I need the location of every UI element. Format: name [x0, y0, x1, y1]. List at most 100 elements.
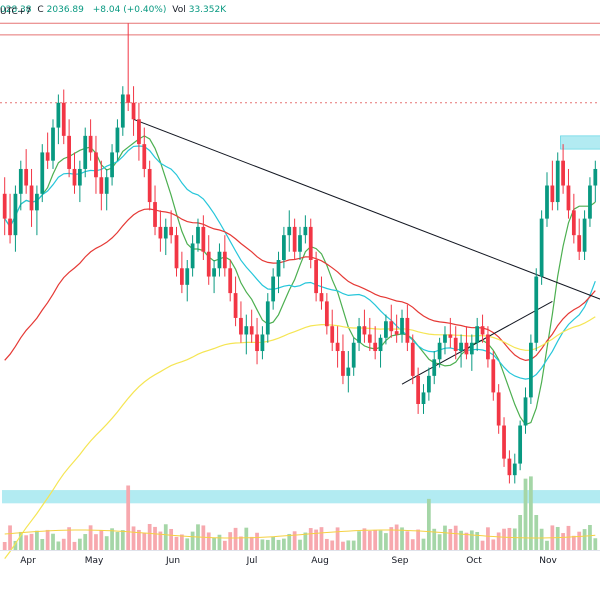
volume-bar	[298, 539, 302, 550]
volume-bar	[507, 527, 512, 550]
volume-bar	[453, 525, 458, 550]
candle	[384, 314, 388, 345]
candle	[341, 334, 345, 385]
candle	[577, 218, 582, 260]
candle-body	[426, 375, 431, 393]
volume-bar	[459, 530, 463, 550]
volume-bar	[582, 529, 587, 550]
candle	[367, 317, 372, 352]
legend-change-value: +8.04 (+0.40%)	[92, 5, 167, 15]
volume-bar	[480, 540, 485, 550]
volume-bar	[588, 524, 592, 550]
volume-bar	[324, 538, 329, 550]
volume-bar	[303, 532, 308, 550]
candle-body	[496, 392, 501, 426]
candle-body	[94, 152, 98, 178]
candle-body	[185, 268, 190, 285]
zone-rect-0	[2, 490, 600, 504]
candle	[453, 326, 458, 360]
time-axis[interactable]: Apr May Jun Jul Aug Sep Oct Nov	[0, 550, 600, 601]
ma-200-line	[4, 316, 596, 559]
volume-bar	[45, 529, 50, 550]
volume-bar	[341, 541, 345, 550]
volume-bar	[464, 532, 469, 550]
candle	[502, 417, 506, 467]
candle-body	[432, 359, 437, 376]
candle	[529, 334, 533, 404]
candle-body	[126, 94, 131, 103]
volume-bar	[437, 534, 442, 550]
candle-body	[163, 226, 168, 239]
candle-body	[137, 119, 141, 145]
candle	[18, 160, 23, 211]
volume-bar	[115, 531, 120, 550]
candle	[104, 168, 109, 211]
candle-body	[35, 193, 39, 211]
volume-bar	[512, 528, 517, 550]
volume-bar	[400, 527, 404, 550]
candle-body	[228, 268, 233, 294]
candle-body	[83, 135, 88, 169]
volume-bar	[185, 538, 190, 550]
candle-body	[362, 326, 367, 335]
candle	[432, 351, 437, 385]
candle	[571, 193, 576, 244]
volume-bar	[475, 531, 480, 550]
volume-bar	[448, 528, 453, 550]
volume-bar	[443, 525, 447, 550]
volume-bar	[529, 476, 533, 550]
volume-bar	[593, 538, 598, 550]
candle-body	[480, 326, 485, 335]
candle	[566, 168, 571, 219]
volume-bar	[346, 540, 351, 550]
candle	[555, 152, 560, 211]
x-tick-label: Sep	[391, 556, 409, 566]
candle	[507, 450, 512, 484]
volume-bar	[153, 526, 157, 550]
candle	[496, 384, 501, 434]
candle	[292, 218, 297, 260]
candle-body	[319, 293, 324, 302]
candle	[24, 149, 29, 194]
candle	[120, 86, 125, 136]
candle-body	[421, 392, 426, 404]
candle-body	[99, 177, 104, 194]
volume-bar	[276, 539, 281, 550]
candle	[351, 337, 356, 376]
candle-body	[486, 334, 490, 360]
candle	[469, 334, 474, 371]
candle-body	[555, 160, 560, 203]
volume-bar	[190, 531, 195, 550]
volume-bar	[561, 533, 565, 550]
candle-body	[518, 425, 523, 464]
zone-rect-1	[560, 135, 600, 150]
candle	[8, 193, 12, 244]
volume-bar	[566, 525, 571, 550]
volume-bar	[265, 539, 270, 550]
candle	[249, 309, 254, 343]
volume-bar	[260, 539, 265, 550]
candle-body	[523, 397, 528, 426]
candle	[201, 215, 206, 260]
volume-bar	[539, 528, 544, 550]
candle-body	[464, 342, 469, 355]
candle	[244, 314, 249, 355]
candle-body	[502, 425, 506, 459]
candle-body	[222, 251, 227, 269]
candle	[389, 304, 394, 338]
candle	[260, 326, 265, 360]
candle	[550, 160, 555, 211]
candle	[2, 177, 7, 236]
candle	[239, 301, 243, 343]
candle	[169, 210, 174, 244]
candle-body	[217, 251, 222, 269]
candle	[158, 210, 163, 252]
candle	[588, 177, 592, 227]
candle-body	[577, 235, 582, 252]
candle-body	[469, 342, 474, 355]
candle	[190, 235, 195, 277]
volume-bar	[518, 515, 523, 550]
trendline-0[interactable]	[133, 118, 600, 301]
x-tick-label: May	[84, 556, 104, 566]
